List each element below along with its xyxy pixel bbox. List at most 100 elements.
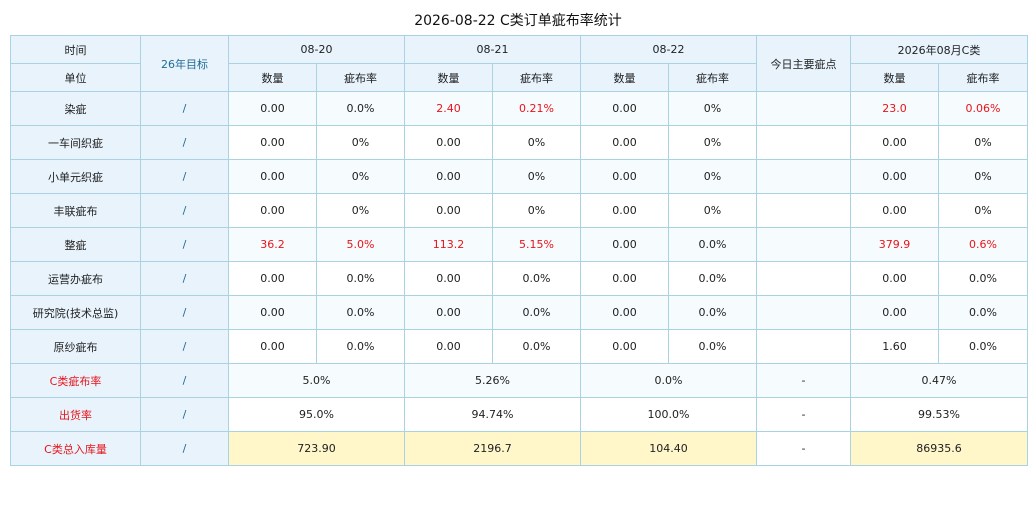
header-month: 2026年08月C类: [849, 35, 1029, 64]
row-target: /: [140, 125, 229, 160]
cell-month-qty: 1.60: [850, 329, 939, 364]
cell-month-qty: 0.00: [850, 261, 939, 296]
cell-rate: 0.0%: [492, 329, 581, 364]
cell-qty: 0.00: [228, 193, 317, 228]
cell-rate: 0%: [668, 125, 757, 160]
cell-rate: 0%: [316, 125, 405, 160]
row-target: /: [140, 295, 229, 330]
row-label: 小单元织疵: [10, 159, 141, 194]
summary-main-defect: -: [756, 363, 851, 398]
cell-main-defect: [756, 261, 851, 296]
summary-value: 723.90: [228, 431, 405, 466]
header-time: 时间: [10, 35, 141, 64]
cell-month-rate: 0.0%: [937, 295, 1029, 330]
summary-main-defect: -: [756, 397, 851, 432]
cell-main-defect: [756, 91, 851, 126]
header-rate: 疵布率: [937, 63, 1029, 92]
cell-month-rate: 0.06%: [937, 91, 1029, 126]
cell-rate: 0.0%: [668, 227, 757, 262]
header-rate: 疵布率: [316, 63, 405, 92]
summary-month-value: 86935.6: [849, 431, 1029, 466]
row-target: /: [140, 193, 229, 228]
summary-row: C类总入库量 / 723.90 2196.7 104.40 - 86935.6: [10, 431, 1029, 466]
cell-rate: 0%: [668, 193, 757, 228]
cell-main-defect: [756, 329, 851, 364]
summary-label: C类疵布率: [10, 363, 141, 398]
cell-qty: 0.00: [228, 159, 317, 194]
cell-qty: 0.00: [228, 295, 317, 330]
header-date-1: 08-20: [228, 35, 405, 64]
cell-qty: 0.00: [404, 329, 493, 364]
row-label: 丰联疵布: [10, 193, 141, 228]
cell-month-qty: 0.00: [850, 193, 939, 228]
table-row: 染疵 / 0.00 0.0% 2.40 0.21% 0.00 0% 23.0 0…: [10, 91, 1029, 126]
row-label: 原纱疵布: [10, 329, 141, 364]
cell-rate: 0%: [316, 193, 405, 228]
cell-rate: 0.0%: [668, 329, 757, 364]
page-title: 2026-08-22 C类订单疵布率统计: [414, 13, 622, 29]
cell-rate: 0%: [492, 159, 581, 194]
cell-qty: 0.00: [404, 261, 493, 296]
cell-rate: 0%: [668, 91, 757, 126]
header-qty: 数量: [404, 63, 493, 92]
summary-target: /: [140, 431, 229, 466]
header-date-3: 08-22: [580, 35, 757, 64]
summary-row: C类疵布率 / 5.0% 5.26% 0.0% - 0.47%: [10, 363, 1029, 398]
cell-month-rate: 0%: [937, 125, 1029, 160]
cell-month-rate: 0%: [937, 159, 1029, 194]
cell-rate: 0.0%: [492, 261, 581, 296]
cell-qty: 0.00: [580, 125, 669, 160]
header-date-2: 08-21: [404, 35, 581, 64]
summary-value: 5.26%: [404, 363, 581, 398]
row-target: /: [140, 329, 229, 364]
cell-qty: 0.00: [228, 261, 317, 296]
header-target: 26年目标: [140, 35, 229, 92]
cell-rate: 0.0%: [668, 295, 757, 330]
cell-month-qty: 0.00: [850, 125, 939, 160]
table-row: 运营办疵布 / 0.00 0.0% 0.00 0.0% 0.00 0.0% 0.…: [10, 261, 1029, 296]
cell-month-rate: 0%: [937, 193, 1029, 228]
cell-qty: 0.00: [228, 91, 317, 126]
cell-rate: 0%: [492, 193, 581, 228]
cell-rate: 0.0%: [668, 261, 757, 296]
cell-month-qty: 0.00: [850, 295, 939, 330]
summary-main-defect: -: [756, 431, 851, 466]
summary-month-value: 0.47%: [849, 363, 1029, 398]
cell-main-defect: [756, 125, 851, 160]
summary-target: /: [140, 397, 229, 432]
row-label: 染疵: [10, 91, 141, 126]
cell-rate: 0.21%: [492, 91, 581, 126]
cell-qty: 0.00: [580, 227, 669, 262]
cell-main-defect: [756, 227, 851, 262]
summary-value: 95.0%: [228, 397, 405, 432]
cell-qty: 0.00: [580, 91, 669, 126]
defect-rate-table: 时间 26年目标 08-20 08-21 08-22 今日主要疵点 2026年0…: [10, 35, 1029, 466]
table-row: 研究院(技术总监) / 0.00 0.0% 0.00 0.0% 0.00 0.0…: [10, 295, 1029, 330]
summary-target: /: [140, 363, 229, 398]
table-row: 一车间织疵 / 0.00 0% 0.00 0% 0.00 0% 0.00 0%: [10, 125, 1029, 160]
summary-label: C类总入库量: [10, 431, 141, 466]
cell-qty: 36.2: [228, 227, 317, 262]
cell-rate: 0.0%: [316, 91, 405, 126]
row-label: 一车间织疵: [10, 125, 141, 160]
cell-rate: 0.0%: [316, 295, 405, 330]
cell-qty: 0.00: [404, 295, 493, 330]
summary-value: 5.0%: [228, 363, 405, 398]
cell-rate: 5.0%: [316, 227, 405, 262]
summary-value: 100.0%: [580, 397, 757, 432]
summary-value: 0.0%: [580, 363, 757, 398]
cell-qty: 0.00: [580, 159, 669, 194]
summary-label: 出货率: [10, 397, 141, 432]
cell-rate: 0.0%: [316, 329, 405, 364]
cell-qty: 0.00: [580, 193, 669, 228]
row-target: /: [140, 91, 229, 126]
cell-qty: 0.00: [580, 329, 669, 364]
cell-qty: 0.00: [404, 159, 493, 194]
cell-qty: 113.2: [404, 227, 493, 262]
row-target: /: [140, 159, 229, 194]
summary-value: 94.74%: [404, 397, 581, 432]
cell-rate: 0.0%: [316, 261, 405, 296]
summary-row: 出货率 / 95.0% 94.74% 100.0% - 99.53%: [10, 397, 1029, 432]
cell-qty: 0.00: [580, 261, 669, 296]
cell-main-defect: [756, 193, 851, 228]
